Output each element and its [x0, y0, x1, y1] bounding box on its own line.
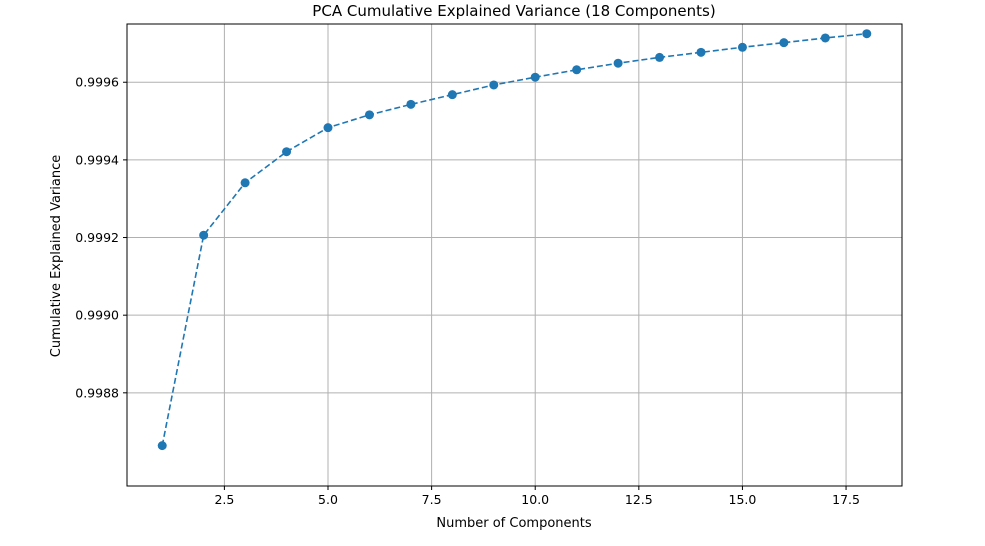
data-point-10: [530, 72, 540, 82]
x-tick-label: 2.5: [214, 492, 234, 507]
data-point-11: [572, 65, 582, 75]
data-point-4: [282, 147, 292, 157]
x-tick-label: 15.0: [729, 492, 757, 507]
x-axis-label: Number of Components: [436, 516, 591, 531]
plot-frame: [126, 23, 903, 487]
data-point-18: [862, 29, 872, 39]
data-point-1: [157, 441, 167, 451]
y-tick-label: 0.9996: [75, 75, 119, 90]
data-point-2: [199, 230, 209, 240]
x-axis-ticks: 2.5 5.0 7.5 10.0 12.5 15.0 17.5: [214, 486, 860, 507]
data-point-16: [779, 38, 789, 48]
data-point-13: [655, 52, 665, 62]
x-tick-label: 10.0: [521, 492, 549, 507]
series-line: [161, 32, 867, 446]
y-axis-label: Cumulative Explained Variance: [49, 155, 64, 357]
y-tick-label: 0.9990: [75, 308, 119, 323]
data-point-14: [696, 47, 706, 57]
data-point-3: [240, 178, 250, 188]
series-layer: [157, 29, 872, 451]
data-point-6: [364, 110, 374, 120]
y-tick-label: 0.9992: [75, 230, 119, 245]
data-point-9: [489, 80, 499, 90]
grid-lines: [127, 24, 902, 486]
data-point-17: [820, 33, 830, 43]
x-tick-label: 17.5: [832, 492, 860, 507]
data-point-7: [406, 99, 416, 109]
x-tick-label: 12.5: [625, 492, 653, 507]
chart-title: PCA Cumulative Explained Variance (18 Co…: [312, 2, 715, 20]
data-point-8: [447, 90, 457, 100]
y-axis-ticks: 0.9988 0.9990 0.9992 0.9994 0.9996: [75, 75, 127, 400]
x-tick-label: 7.5: [422, 492, 442, 507]
data-point-15: [737, 42, 747, 52]
data-point-12: [613, 58, 623, 68]
x-tick-label: 5.0: [318, 492, 338, 507]
y-tick-label: 0.9988: [75, 385, 119, 400]
data-point-5: [323, 123, 333, 133]
y-tick-label: 0.9994: [75, 152, 119, 167]
